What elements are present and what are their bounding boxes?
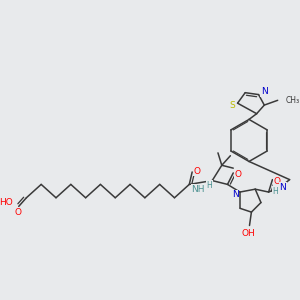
Text: H: H — [206, 181, 212, 190]
Text: H: H — [272, 187, 278, 196]
Text: N: N — [280, 183, 286, 192]
Text: O: O — [14, 208, 21, 217]
Text: N: N — [261, 87, 268, 96]
Text: N: N — [232, 190, 238, 200]
Text: OH: OH — [242, 229, 255, 238]
Text: NH: NH — [191, 185, 205, 194]
Text: O: O — [235, 170, 242, 179]
Text: S: S — [229, 100, 235, 109]
Text: CH₃: CH₃ — [285, 96, 299, 105]
Text: HO: HO — [0, 198, 13, 207]
Text: O: O — [194, 167, 200, 176]
Text: O: O — [274, 177, 281, 186]
